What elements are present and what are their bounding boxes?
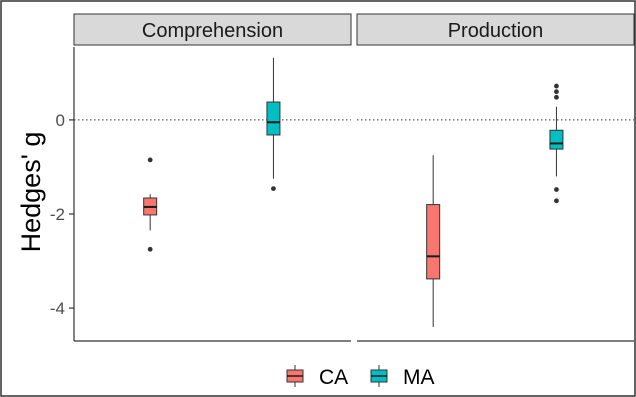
box-body	[266, 101, 281, 136]
outlier-point	[554, 187, 559, 192]
facet-panel-production	[357, 119, 634, 342]
facet-panels	[74, 57, 634, 342]
facet-strip	[73, 13, 352, 46]
box-production-ca	[426, 155, 441, 327]
y-tick-label: -2	[50, 205, 65, 224]
y-axis-label-group: Hedges' g	[16, 132, 46, 253]
facet-strips: Comprehension Production	[73, 13, 635, 46]
outlier-point	[147, 157, 153, 163]
y-axis: -4 -2 0	[50, 47, 75, 341]
facet-label: Comprehension	[142, 20, 283, 42]
box-comprehension-ca	[143, 157, 158, 252]
facet-strip	[356, 13, 635, 46]
legend-item-ca: CA	[286, 365, 348, 389]
legend-label: MA	[403, 366, 435, 389]
outlier-point	[554, 94, 559, 100]
box-comprehension-ma	[266, 57, 281, 191]
y-tick-label: -4	[50, 299, 65, 318]
box-body	[549, 129, 564, 150]
outlier-point	[147, 246, 153, 252]
y-axis-label: Hedges' g	[16, 132, 46, 253]
legend-item-ma: MA	[370, 365, 435, 389]
box-production-ma	[549, 83, 564, 204]
outlier-point	[271, 186, 276, 191]
legend: CA MA	[286, 365, 435, 389]
outlier-point	[554, 198, 559, 204]
legend-label: CA	[319, 366, 348, 389]
box-body	[426, 204, 441, 280]
y-tick-label: 0	[56, 111, 65, 130]
outlier-point	[554, 89, 559, 95]
facet-panel-comprehension	[74, 119, 351, 342]
outlier-point	[554, 83, 559, 89]
facet-label: Production	[448, 20, 544, 42]
